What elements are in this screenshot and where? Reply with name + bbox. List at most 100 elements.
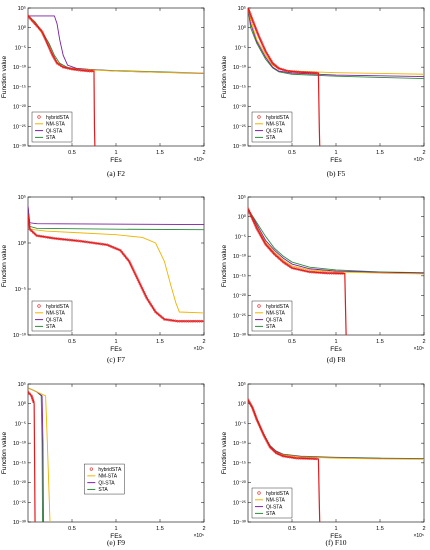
- x-tick-label: 1: [334, 339, 337, 345]
- y-tick-label: 10⁻¹⁵: [13, 460, 26, 467]
- series-marker-hybridsta: [29, 17, 33, 21]
- series-marker-hybridsta: [272, 63, 276, 66]
- y-tick-label: 10⁻¹⁵: [233, 273, 246, 280]
- series-line-sta: [248, 208, 424, 274]
- series-marker-hybridsta: [270, 59, 273, 63]
- chart-panel-4: 10⁵ 10⁰ 10⁻⁵ 10⁻¹⁰ 10⁻¹⁵ 10⁻²⁰ 10⁻²⁵ 10⁻³⁰ 0.5 1 1…: [221, 194, 426, 364]
- series-marker-hybridsta: [39, 28, 43, 32]
- series-marker-hybridsta: [120, 250, 124, 254]
- series-marker-hybridsta: [274, 254, 278, 258]
- series-marker-hybridsta: [273, 252, 276, 256]
- series-marker-hybridsta: [147, 300, 151, 304]
- legend-marker-hybridsta: [89, 467, 93, 471]
- series-marker-hybridsta: [37, 27, 41, 30]
- series-marker-hybridsta: [141, 288, 145, 292]
- series-marker-hybridsta: [248, 207, 250, 211]
- x-scale-label: ×10⁵: [193, 533, 204, 539]
- series-marker-hybridsta: [28, 214, 30, 217]
- series-marker-hybridsta: [265, 51, 269, 55]
- series-marker-hybridsta: [256, 229, 260, 232]
- series-marker-hybridsta: [123, 254, 127, 258]
- series-marker-hybridsta: [126, 258, 130, 261]
- legend-label: NM-STA: [98, 474, 117, 480]
- x-tick-label: 2: [202, 339, 205, 345]
- x-scale-label: ×10⁵: [413, 533, 424, 539]
- series-line-hybridsta: [248, 8, 321, 146]
- series-marker-hybridsta: [139, 284, 143, 288]
- chart-panel-3: 10⁵ 10⁰ 10⁻⁵ 10⁻¹⁰ 0.5 1 1.5 2×10⁵ FEs Function v…: [1, 194, 206, 364]
- x-tick-label: 0.5: [288, 526, 296, 532]
- series-marker-hybridsta: [264, 50, 267, 53]
- series-marker-hybridsta: [341, 272, 344, 275]
- y-tick-label: 10⁻²⁰: [233, 480, 247, 487]
- series-group: [248, 8, 424, 146]
- panel-caption: (b) F5: [327, 169, 346, 178]
- legend-label: STA: [266, 324, 276, 330]
- y-tick-label: 10⁻²⁰: [13, 104, 27, 111]
- series-marker-hybridsta: [161, 316, 164, 320]
- y-tick-label: 10⁻¹⁰: [13, 440, 27, 447]
- series-marker-hybridsta: [281, 260, 285, 264]
- series-group: [28, 14, 204, 146]
- series-marker-hybridsta: [248, 398, 250, 402]
- x-tick-label: 1: [334, 150, 337, 156]
- y-tick-label: 10⁰: [238, 25, 247, 32]
- legend-label: NM-STA: [46, 311, 65, 317]
- series-marker-hybridsta: [264, 242, 267, 246]
- chart-panel-1: 10⁵ 10⁰ 10⁻⁵ 10⁻¹⁰ 10⁻¹⁵ 10⁻²⁰ 10⁻²⁵ 10⁻³⁰ 0.5 1 1…: [1, 5, 206, 178]
- series-marker-hybridsta: [127, 260, 131, 263]
- series-marker-hybridsta: [30, 229, 33, 233]
- chart-panel-6: 10⁵ 10⁰ 10⁻⁵ 10⁻¹⁰ 10⁻¹⁵ 10⁻²⁰ 10⁻²⁵ 10⁻³⁰ 0.5 1 1…: [221, 381, 426, 547]
- series-marker-hybridsta: [248, 8, 250, 10]
- series-marker-hybridsta: [54, 59, 58, 63]
- x-tick-label: 1: [114, 339, 117, 345]
- series-marker-hybridsta: [28, 227, 32, 231]
- y-tick-label: 10⁰: [238, 214, 247, 221]
- series-marker-hybridsta: [32, 400, 35, 404]
- series-marker-hybridsta: [145, 296, 149, 300]
- series-line-nm-sta: [248, 8, 424, 75]
- legend-label: QI-STA: [98, 480, 115, 486]
- series-marker-hybridsta: [288, 265, 292, 269]
- series-marker-hybridsta: [255, 227, 259, 230]
- y-tick-label: 10⁵: [238, 381, 246, 388]
- x-tick-label: 0.5: [288, 150, 296, 156]
- y-tick-label: 10⁰: [18, 401, 27, 408]
- x-scale-label: ×10⁵: [413, 157, 424, 163]
- series-marker-hybridsta: [28, 14, 30, 18]
- legend-label: STA: [266, 135, 276, 141]
- panel-caption: (c) F7: [107, 355, 125, 364]
- series-marker-hybridsta: [248, 402, 252, 406]
- series-marker-hybridsta: [142, 290, 146, 294]
- x-tick-label: 2: [422, 526, 425, 532]
- series-marker-hybridsta: [280, 259, 283, 262]
- series-marker-hybridsta: [249, 404, 253, 408]
- x-tick-label: 0.5: [288, 339, 296, 345]
- series-marker-hybridsta: [35, 23, 38, 27]
- x-axis-label: FEs: [330, 346, 342, 353]
- y-tick-label: 10⁻⁵: [235, 44, 246, 51]
- legend-marker-hybridsta: [257, 115, 261, 119]
- y-tick-label: 10⁵: [238, 194, 246, 201]
- series-marker-hybridsta: [157, 313, 161, 317]
- x-axis-label: FEs: [110, 157, 122, 164]
- y-tick-label: 10⁻²⁰: [13, 480, 27, 487]
- series-marker-hybridsta: [151, 306, 155, 310]
- series-marker-hybridsta: [31, 231, 35, 234]
- series-group: [248, 398, 424, 522]
- legend-marker-hybridsta: [257, 304, 261, 308]
- series-line-hybridsta: [28, 15, 96, 146]
- series-marker-hybridsta: [51, 53, 54, 57]
- series-marker-hybridsta: [33, 232, 37, 236]
- series-marker-hybridsta: [146, 298, 150, 302]
- series-marker-hybridsta: [278, 257, 282, 261]
- y-tick-label: 10⁻⁵: [15, 44, 26, 51]
- series-marker-hybridsta: [262, 239, 265, 242]
- legend-label: NM-STA: [266, 311, 285, 317]
- y-tick-label: 10⁵: [18, 381, 26, 388]
- y-tick-label: 10⁻¹⁰: [13, 64, 27, 71]
- y-tick-label: 10⁵: [238, 5, 246, 12]
- panel-caption: (d) F8: [327, 355, 346, 364]
